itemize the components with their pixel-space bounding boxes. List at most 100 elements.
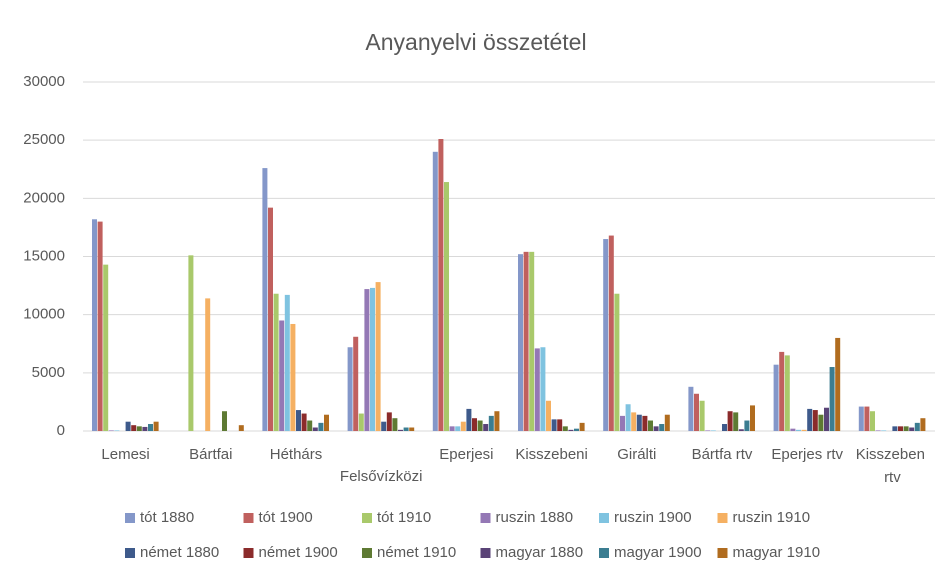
bar <box>466 408 472 431</box>
bar <box>738 429 744 431</box>
bar <box>875 430 881 431</box>
y-tick-label: 20000 <box>23 189 65 206</box>
x-tick-label: Eperjesi <box>439 446 493 463</box>
bar <box>790 428 796 431</box>
bar <box>301 413 307 431</box>
bar <box>273 293 279 431</box>
x-tick-label: Girálti <box>617 446 656 463</box>
bar <box>773 364 779 431</box>
bar <box>279 320 285 431</box>
bar <box>238 425 244 431</box>
bar <box>460 421 466 431</box>
bar <box>318 422 324 431</box>
bar <box>483 424 489 431</box>
bar <box>534 348 540 431</box>
bar <box>494 411 500 431</box>
bar <box>222 411 227 431</box>
bar <box>796 429 801 431</box>
bar <box>694 393 699 431</box>
y-tick-label: 5000 <box>32 364 65 381</box>
bar <box>807 408 813 431</box>
bar <box>664 414 670 431</box>
bar <box>353 336 359 431</box>
bar <box>892 426 898 431</box>
bar <box>920 418 926 431</box>
bar <box>290 323 296 431</box>
legend-swatch <box>717 513 728 523</box>
bar <box>488 415 494 431</box>
y-tick-label: 15000 <box>23 247 65 264</box>
legend-label: ruszin 1880 <box>496 509 574 526</box>
bar <box>153 421 159 431</box>
legend-label: ruszin 1900 <box>614 509 692 526</box>
bar <box>568 429 574 431</box>
bar <box>381 421 387 431</box>
bar <box>812 410 818 431</box>
bar <box>824 407 829 431</box>
bar <box>347 347 353 431</box>
bar <box>296 410 301 431</box>
legend-swatch <box>480 513 491 523</box>
legend-swatch <box>243 513 254 523</box>
legend-swatch <box>125 513 135 523</box>
bar <box>97 221 103 431</box>
legend-label: tót 1900 <box>259 509 313 526</box>
legend-swatch <box>480 548 491 558</box>
legend-label: magyar 1910 <box>733 544 821 561</box>
bar <box>403 427 409 431</box>
bar <box>518 254 523 431</box>
bar <box>699 400 705 431</box>
bar <box>829 367 835 431</box>
x-tick-label: Kisszebeni <box>515 446 588 463</box>
bar <box>881 430 887 431</box>
bar <box>710 430 716 431</box>
bar <box>648 420 653 431</box>
bar <box>386 412 392 431</box>
legend-swatch <box>362 548 372 558</box>
bar <box>398 429 403 431</box>
bar <box>284 294 290 431</box>
bar <box>642 415 648 431</box>
bar <box>205 298 211 431</box>
bar <box>477 420 483 431</box>
bar <box>364 289 370 431</box>
bar <box>688 386 694 431</box>
bar <box>148 424 153 431</box>
legend-label: német 1900 <box>259 544 338 561</box>
bar <box>268 207 273 431</box>
bar <box>625 404 631 431</box>
legend-swatch <box>362 513 372 523</box>
bar <box>659 424 665 431</box>
bar <box>370 287 375 431</box>
legend-label: tót 1910 <box>377 509 431 526</box>
bar <box>142 426 148 431</box>
x-tick-label: Héthárs <box>270 446 323 463</box>
bar <box>114 430 120 431</box>
bar <box>312 427 318 431</box>
bar <box>653 426 659 431</box>
bar <box>864 406 870 431</box>
bar <box>103 264 109 431</box>
bar <box>614 293 620 431</box>
y-tick-label: 30000 <box>23 73 65 90</box>
bar <box>631 412 637 431</box>
bar <box>750 405 755 431</box>
legend-label: magyar 1900 <box>614 544 702 561</box>
bar <box>358 413 364 431</box>
bar <box>705 430 711 431</box>
legend-swatch <box>599 548 609 558</box>
bar <box>540 347 546 431</box>
bar <box>914 422 920 431</box>
bar <box>784 355 790 431</box>
bar <box>603 239 609 431</box>
y-tick-label: 25000 <box>23 131 65 148</box>
bar <box>136 426 142 431</box>
bar <box>727 411 733 431</box>
x-tick-label: Felsővízközi <box>340 468 423 485</box>
x-tick-label: Bártfa rtv <box>692 446 753 463</box>
bar <box>392 418 398 431</box>
bar <box>898 426 903 431</box>
bar <box>188 255 194 431</box>
